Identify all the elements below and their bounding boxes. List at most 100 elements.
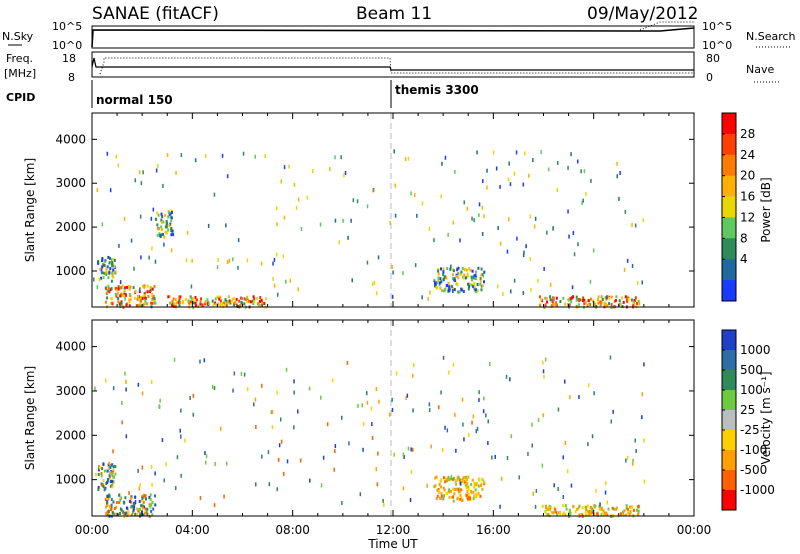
power-echo-cell — [473, 285, 476, 289]
power-echo-cell — [539, 303, 542, 307]
power-echo-cell — [190, 284, 193, 289]
velocity-echo-cell — [139, 483, 141, 488]
power-echo-cell — [589, 279, 592, 284]
velocity-echo-cell — [584, 511, 587, 515]
nave-tick-right-top: 80 — [706, 52, 720, 65]
power-echo-cell — [451, 285, 454, 288]
power-echo-cell — [219, 295, 222, 299]
velocity-echo-cell — [117, 513, 119, 517]
velocity-echo-cell — [320, 483, 323, 488]
velocity-echo-cell — [555, 510, 558, 514]
velocity-colorbar-label: Velocity [m s⁻¹] — [759, 371, 773, 464]
power-echo-cell — [111, 258, 114, 261]
velocity-echo-cell — [564, 441, 567, 445]
power-echo-cell — [170, 211, 173, 214]
power-echo-cell — [608, 297, 611, 300]
power-echo-cell — [596, 298, 599, 301]
power-echo-cell — [618, 196, 620, 201]
velocity-echo-cell — [622, 510, 624, 514]
velocity-echo-cell — [109, 466, 112, 470]
power-echo-cell — [626, 295, 629, 299]
power-plot-bg — [92, 113, 694, 307]
power-echo-cell — [459, 272, 462, 276]
velocity-echo-cell — [542, 360, 544, 365]
power-echo-cell — [499, 184, 501, 189]
power-echo-cell — [554, 303, 557, 307]
power-echo-cell — [144, 302, 147, 306]
power-echo-cell — [583, 302, 586, 305]
power-echo-cell — [435, 281, 438, 285]
power-echo-cell — [119, 286, 122, 290]
velocity-echo-cell — [462, 476, 465, 479]
velocity-echo-cell — [435, 497, 438, 501]
power-echo-cell — [475, 290, 478, 294]
power-echo-cell — [626, 258, 629, 263]
power-echo-cell — [246, 258, 249, 263]
power-echo-cell — [456, 283, 459, 287]
velocity-echo-cell — [549, 505, 552, 509]
power-echo-cell — [178, 297, 181, 301]
velocity-colorbar-swatch — [722, 450, 736, 471]
power-echo-cell — [509, 182, 512, 187]
velocity-echo-cell — [449, 477, 452, 481]
power-echo-cell — [107, 255, 110, 259]
power-echo-cell — [135, 304, 138, 308]
power-echo-cell — [638, 302, 641, 306]
power-echo-cell — [228, 258, 231, 263]
power-echo-cell — [537, 278, 539, 283]
power-echo-cell — [105, 267, 108, 271]
velocity-echo-cell — [589, 506, 592, 510]
velocity-echo-cell — [158, 405, 161, 409]
power-echo-cell — [604, 296, 607, 299]
velocity-echo-cell — [243, 372, 246, 377]
nsky-label: N.Sky — [2, 30, 34, 43]
velocity-echo-cell — [474, 492, 477, 496]
velocity-echo-cell — [483, 482, 486, 486]
velocity-echo-cell — [111, 474, 114, 477]
power-echo-cell — [126, 285, 128, 289]
power-echo-cell — [570, 296, 573, 300]
power-echo-cell — [483, 270, 486, 274]
velocity-echo-cell — [494, 454, 496, 459]
velocity-echo-cell — [440, 478, 443, 482]
velocity-echo-cell — [499, 504, 501, 509]
power-echo-cell — [446, 267, 449, 270]
velocity-echo-cell — [598, 507, 601, 511]
power-echo-cell — [199, 300, 202, 304]
velocity-echo-cell — [581, 506, 584, 510]
power-echo-cell — [283, 215, 286, 220]
velocity-echoes — [94, 355, 646, 519]
velocity-echo-cell — [149, 497, 152, 501]
velocity-echo-cell — [451, 477, 454, 481]
power-echo-cell — [538, 295, 541, 299]
velocity-echo-cell — [481, 477, 484, 481]
power-ytick-label: 4000 — [55, 132, 86, 146]
power-echo-cell — [340, 155, 342, 160]
velocity-echo-cell — [572, 504, 575, 508]
power-echo-cell — [119, 280, 122, 285]
power-echo-cell — [473, 281, 476, 285]
velocity-colorbar-label: 1000 — [740, 343, 771, 357]
power-echo-cell — [486, 168, 488, 173]
power-echo-cell — [167, 295, 170, 299]
power-echo-cell — [631, 263, 634, 268]
power-echo-cell — [246, 295, 249, 299]
power-echo-cell — [427, 296, 429, 301]
velocity-panel: 1000 2000 3000 4000 00:00 04:00 08:00 12:00 16:… — [23, 319, 775, 551]
power-echo-cell — [151, 246, 153, 251]
power-echo-cell — [446, 284, 448, 287]
velocity-echo-cell — [98, 466, 101, 470]
power-echo-cell — [575, 298, 578, 302]
power-echo-cell — [140, 181, 143, 186]
power-echo-cell — [162, 233, 164, 236]
power-echo-cell — [522, 253, 525, 258]
velocity-echo-cell — [105, 505, 108, 509]
velocity-echo-cell — [357, 403, 359, 408]
velocity-echo-cell — [586, 504, 589, 508]
power-echo-cell — [462, 276, 465, 280]
power-echo-cell — [297, 197, 300, 202]
power-ytick-label: 1000 — [55, 264, 86, 278]
power-echo-cell — [559, 300, 562, 303]
velocity-echo-cell — [362, 447, 364, 452]
velocity-echo-cell — [569, 511, 572, 515]
